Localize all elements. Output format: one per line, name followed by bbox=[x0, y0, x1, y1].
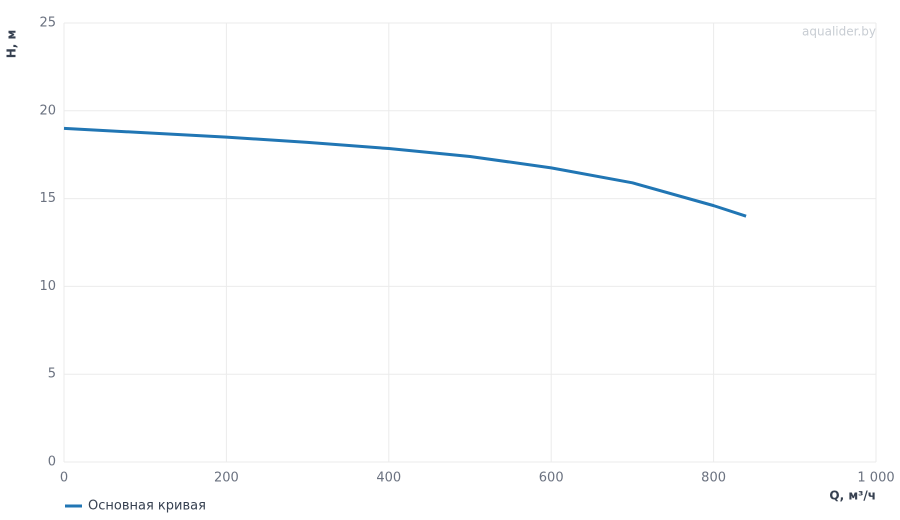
y-axis-title: H, м bbox=[5, 30, 19, 59]
x-tick-label: 1 000 bbox=[857, 471, 894, 486]
x-axis-title: Q, м³/ч bbox=[829, 489, 876, 503]
y-tick-label: 25 bbox=[39, 16, 56, 31]
x-tick-label: 600 bbox=[539, 471, 564, 486]
y-tick-label: 15 bbox=[39, 191, 56, 206]
x-tick-label: 200 bbox=[214, 471, 239, 486]
y-tick-label: 20 bbox=[39, 103, 56, 118]
watermark: aqualider.by bbox=[802, 25, 876, 39]
y-tick-label: 5 bbox=[48, 367, 56, 382]
legend-label: Основная кривая bbox=[88, 499, 206, 514]
x-tick-label: 400 bbox=[376, 471, 401, 486]
y-tick-label: 0 bbox=[48, 455, 56, 470]
x-tick-label: 0 bbox=[60, 471, 68, 486]
y-tick-label: 10 bbox=[39, 279, 56, 294]
line-series bbox=[63, 126, 747, 218]
x-tick-label: 800 bbox=[701, 471, 726, 486]
